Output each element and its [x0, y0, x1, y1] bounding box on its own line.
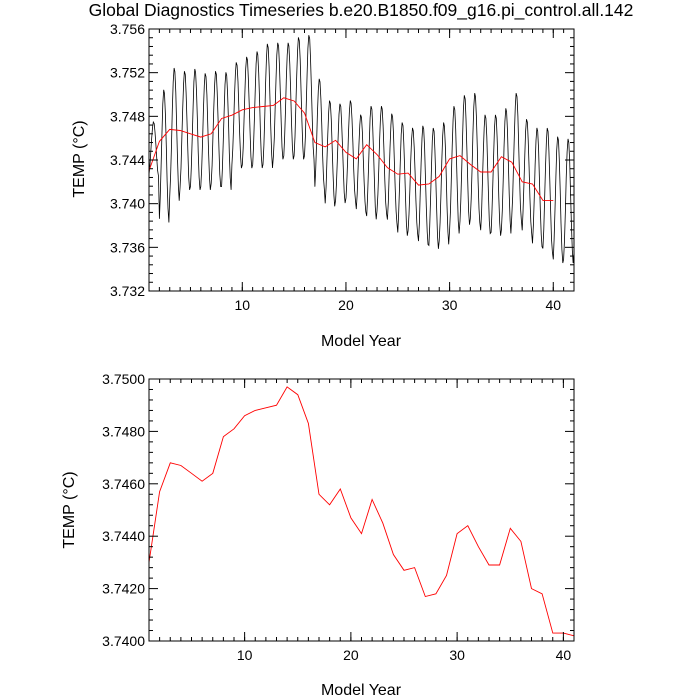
top-tick-layer: 10 20 30 40 3.732 3.736 3.740 3.744 3.748 3.752 3.…: [110, 21, 575, 313]
bottom-panel: 10 20 30 40 3.7400 3.7420 3.7440 3.7460 3.7480 3.…: [61, 371, 575, 699]
bottom-series-layer: [148, 386, 575, 637]
top-y-tick-label: 3.736: [110, 239, 145, 255]
top-x-tick-label: 10: [235, 297, 251, 313]
bottom-x-tick-label: 20: [343, 647, 359, 663]
bottom-y-tick-label: 3.7460: [102, 476, 145, 492]
bottom-x-tick-label: 40: [556, 647, 572, 663]
top-y-tick-label: 3.748: [110, 108, 145, 124]
bottom-y-axis-label: TEMP (°C): [61, 471, 78, 548]
top-plot-frame: [148, 28, 575, 292]
top-x-axis-label: Model Year: [321, 333, 402, 350]
bottom-x-tick-label: 10: [237, 647, 253, 663]
top-y-tick-label: 3.752: [110, 65, 145, 81]
bottom-plot-frame: [148, 378, 575, 642]
top-y-tick-label: 3.756: [110, 21, 145, 37]
bottom-y-tick-label: 3.7480: [102, 423, 145, 439]
top-y-tick-label: 3.740: [110, 196, 145, 212]
top-x-tick-label: 20: [338, 297, 354, 313]
bottom-y-tick-label: 3.7440: [102, 528, 145, 544]
bottom-x-tick-label: 30: [449, 647, 465, 663]
bottom-y-tick-label: 3.7420: [102, 581, 145, 597]
top-y-axis-label: TEMP (°C): [71, 120, 88, 197]
top-x-tick-label: 30: [442, 297, 458, 313]
chart-title: Global Diagnostics Timeseries b.e20.B185…: [89, 0, 634, 21]
bottom-annual-mean-line: [148, 386, 575, 637]
top-x-tick-label: 40: [545, 297, 561, 313]
top-y-tick-label: 3.732: [110, 283, 145, 299]
bottom-y-tick-label: 3.7400: [102, 633, 145, 649]
top-series-layer: [148, 35, 575, 264]
top-monthly-line: [148, 35, 575, 264]
top-annual-mean-line: [148, 97, 554, 201]
bottom-y-tick-label: 3.7500: [102, 371, 145, 387]
top-y-tick-label: 3.744: [110, 152, 145, 168]
bottom-x-axis-label: Model Year: [321, 682, 402, 699]
top-panel: 10 20 30 40 3.732 3.736 3.740 3.744 3.748 3.752 3.…: [71, 21, 575, 350]
